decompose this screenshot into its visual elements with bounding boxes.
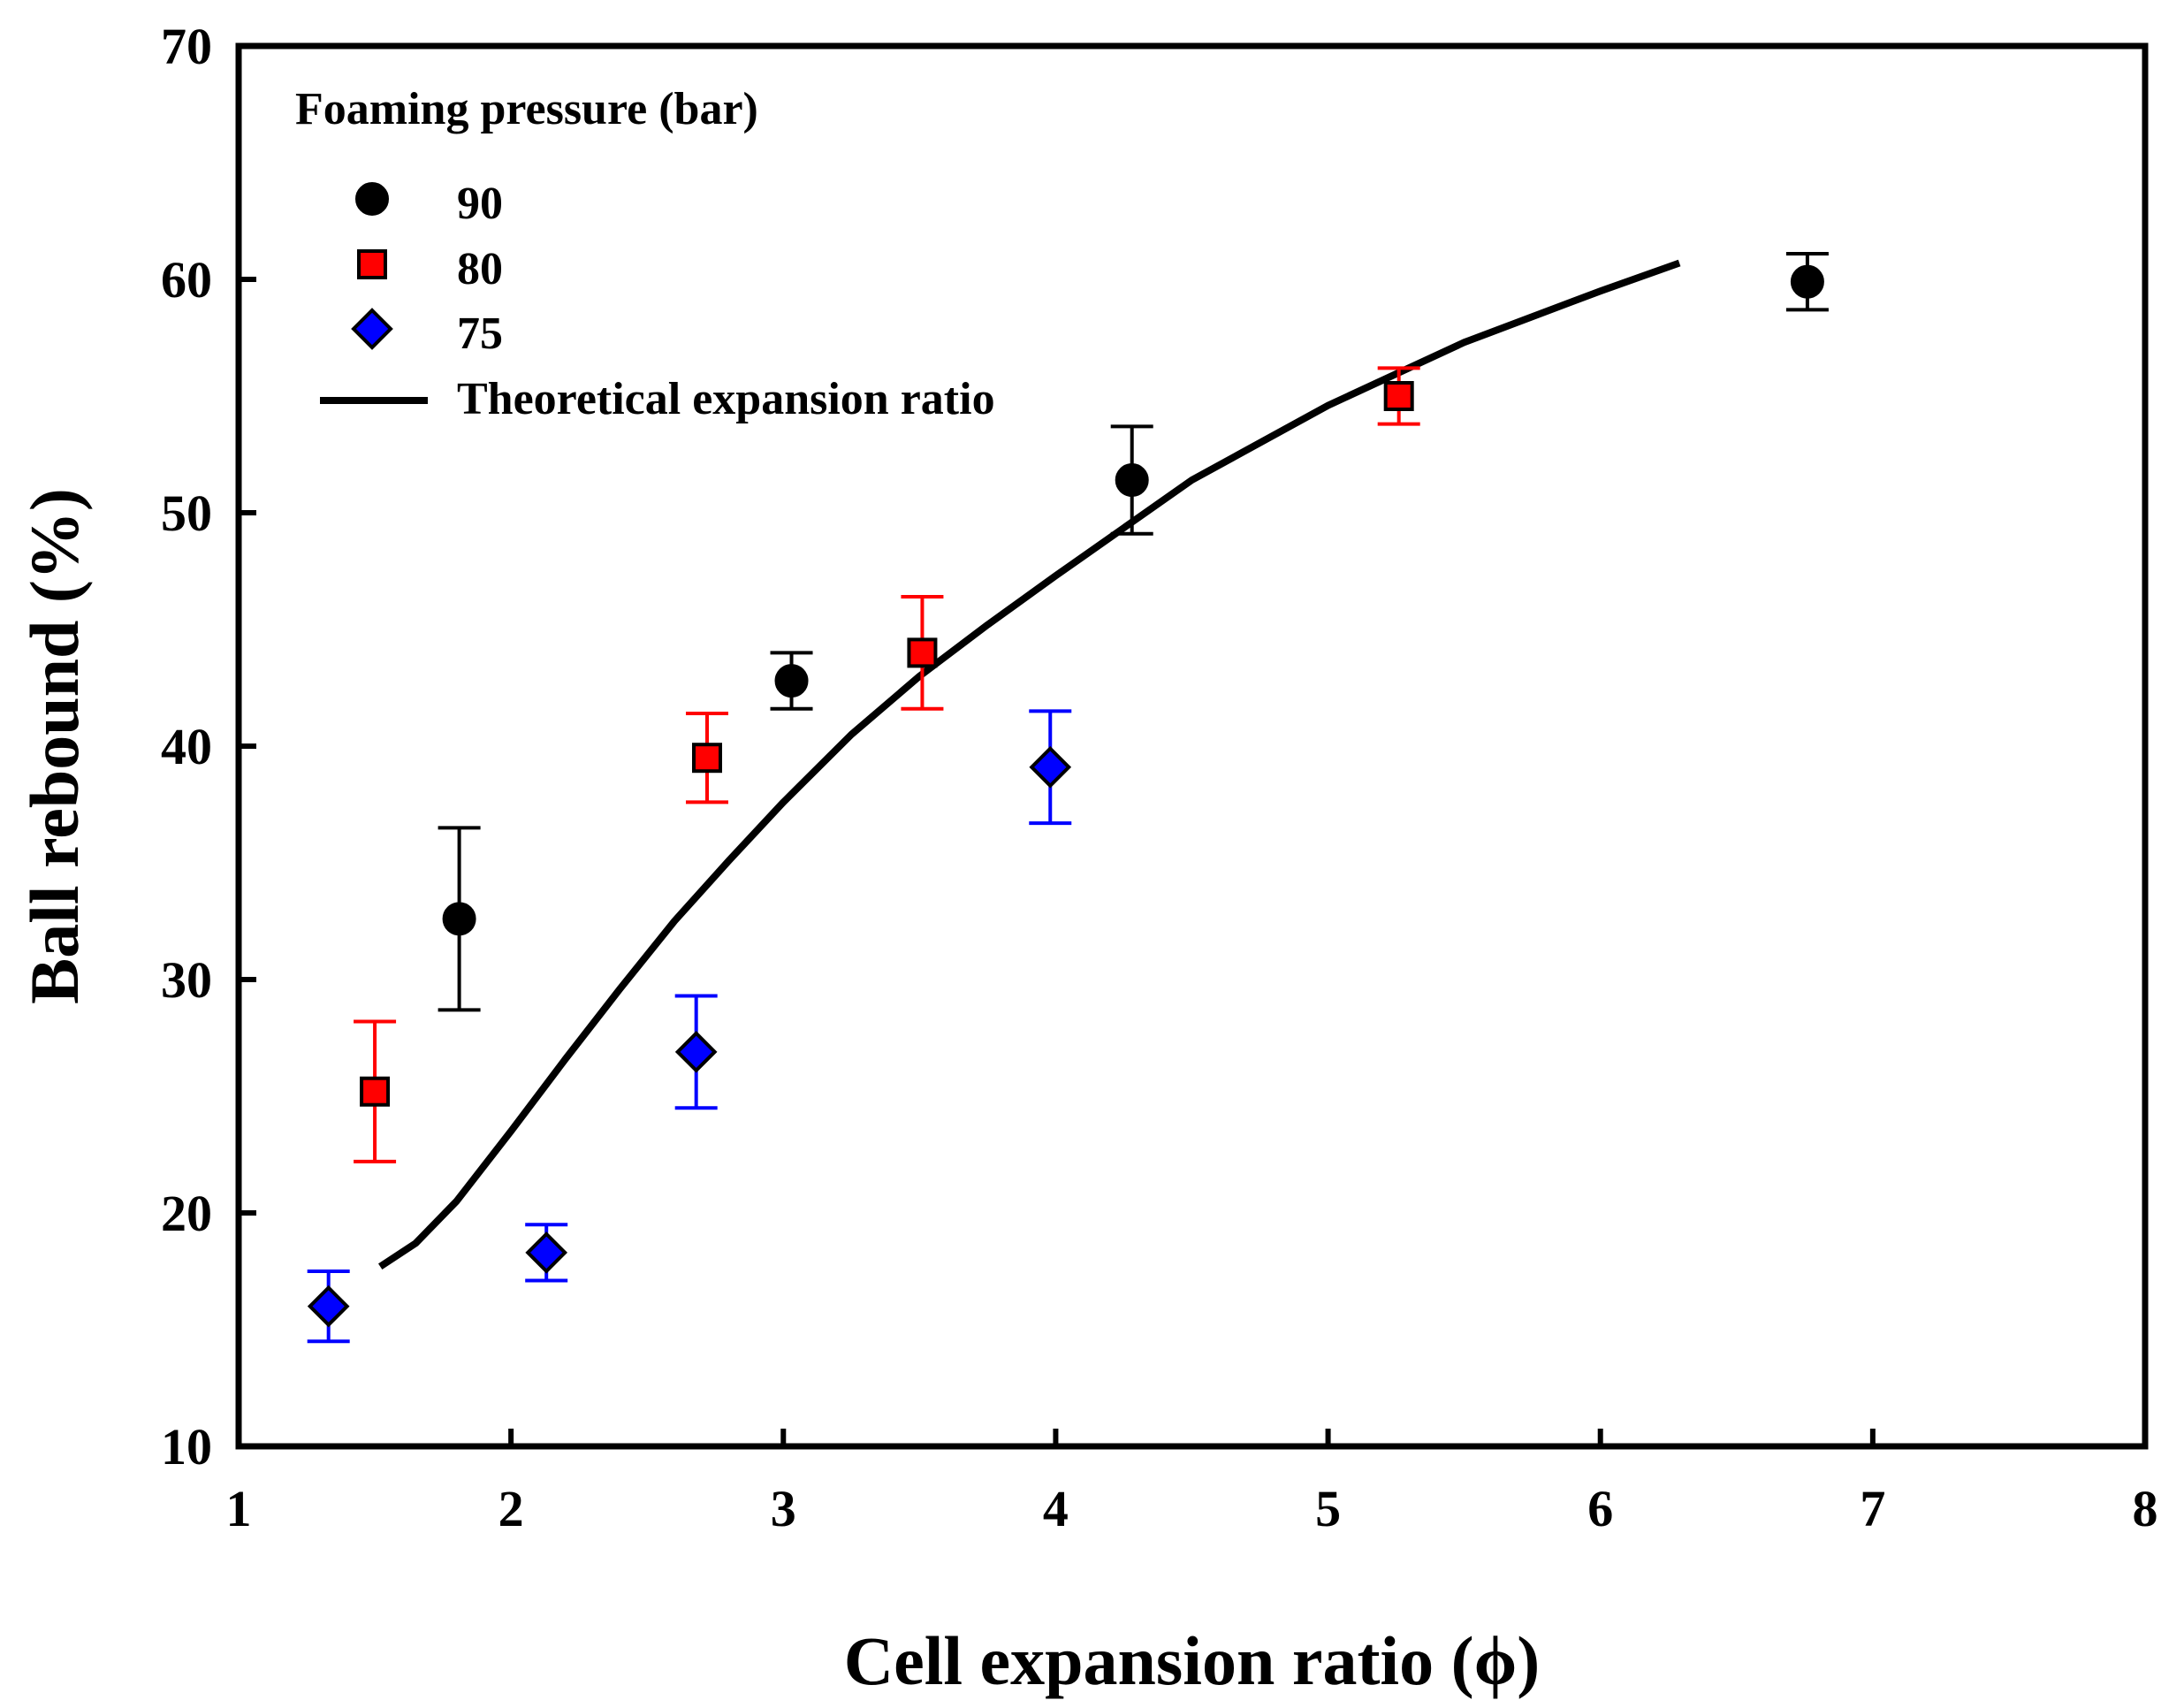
x-tick-label: 7 (1860, 1480, 1885, 1537)
y-tick-label: 10 (161, 1418, 212, 1475)
x-tick-label: 5 (1315, 1480, 1341, 1537)
data-point-90 (770, 651, 813, 711)
legend-title: Foaming pressure (bar) (295, 84, 758, 134)
data-point-90 (1785, 251, 1829, 312)
data-point-75 (1029, 709, 1072, 826)
y-tick-label: 50 (161, 484, 212, 542)
data-point-80 (686, 712, 729, 804)
data-point-80 (1377, 366, 1420, 426)
marker-diamond (525, 1231, 568, 1274)
marker-square (360, 1076, 391, 1107)
legend-label: 80 (457, 244, 503, 294)
x-axis-title: Cell expansion ratio (ϕ) (844, 1622, 1540, 1699)
y-axis-title: Ball rebound (%) (16, 488, 93, 1004)
data-point-90 (1110, 424, 1153, 536)
marker-diamond (1029, 745, 1072, 789)
legend-swatch-diamond (351, 308, 393, 350)
marker-circle (442, 902, 476, 936)
x-tick-label: 3 (771, 1480, 796, 1537)
x-tick-label: 8 (2133, 1480, 2158, 1537)
data-point-90 (438, 826, 481, 1012)
data-point-75 (307, 1270, 350, 1344)
legend-swatch-circle (355, 182, 389, 216)
y-tick-label: 40 (161, 718, 212, 775)
legend-label: Theoretical expansion ratio (457, 374, 995, 424)
legend-item-theory: Theoretical expansion ratio (320, 374, 995, 424)
marker-circle (774, 664, 809, 698)
marker-square (692, 743, 723, 774)
marker-circle (1115, 463, 1149, 498)
data-point-75 (674, 994, 718, 1110)
legend-label: 90 (457, 179, 503, 229)
data-point-80 (354, 1019, 397, 1163)
legend-label: 75 (457, 309, 503, 359)
x-tick-label: 1 (226, 1480, 252, 1537)
theory-curve-layer (378, 259, 1681, 1270)
y-tick-label: 70 (161, 18, 212, 75)
legend: Foaming pressure (bar) 90 80 75 Theoretical… (295, 84, 995, 424)
plot-frame (235, 42, 2149, 1450)
theory-curve (378, 259, 1681, 1270)
y-tick-label: 30 (161, 951, 212, 1009)
x-tick-label: 2 (498, 1480, 524, 1537)
marker-diamond (674, 1031, 718, 1073)
data-point-80 (901, 595, 944, 711)
data-points (307, 251, 1829, 1344)
marker-diamond (307, 1285, 350, 1328)
marker-circle (1790, 264, 1824, 299)
legend-item-90: 90 (355, 179, 503, 229)
marker-square (1383, 381, 1414, 411)
legend-item-75: 75 (351, 308, 503, 359)
axis-ticks: 1 2 3 4 5 6 7 8 10 20 30 40 50 60 70 (161, 18, 2158, 1537)
x-tick-label: 6 (1587, 1480, 1613, 1537)
y-tick-label: 60 (161, 251, 212, 309)
x-tick-label: 4 (1043, 1480, 1069, 1537)
legend-item-80: 80 (357, 244, 503, 294)
marker-square (907, 637, 938, 668)
plot-area (235, 42, 2149, 1450)
y-tick-label: 20 (161, 1185, 212, 1242)
data-point-75 (525, 1223, 568, 1283)
legend-swatch-square (357, 249, 387, 279)
